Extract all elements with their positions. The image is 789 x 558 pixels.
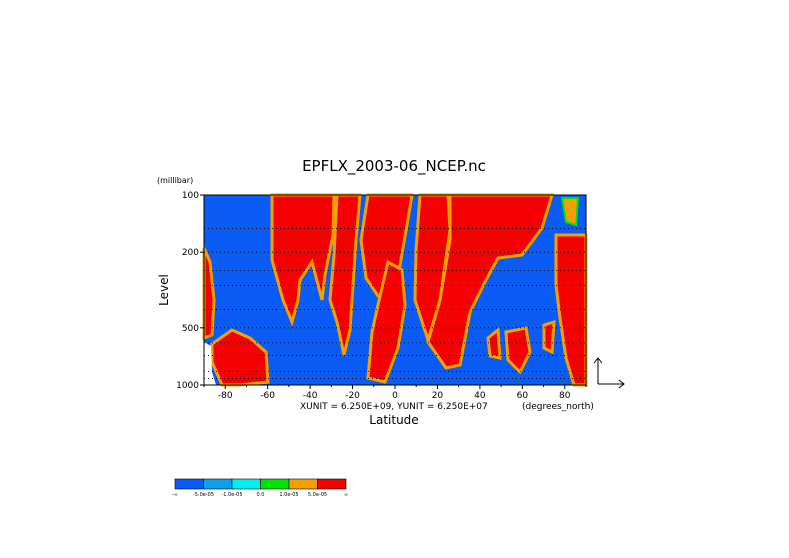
plot-area [202,193,588,387]
x-tick-label: -40 [303,391,318,401]
unit-note: XUNIT = 6.250E+09, YUNIT = 6.250E+07 [300,402,488,412]
legend-label: -1.0e-05 [222,492,243,498]
y-axis-label: Level [157,274,171,306]
x-tick-label: 0 [392,391,398,401]
legend-swatch [260,478,290,490]
legend-label: 1.0e-05 [279,492,298,498]
x-tick-label: 20 [432,391,444,401]
legend-label: -5.0e-05 [193,492,214,498]
legend-label: -∞ [172,492,178,498]
x-axis-label: Latitude [369,413,418,427]
legend-label: 0.0 [257,492,265,498]
field-region-red [366,259,407,384]
y-tick-label: 1000 [176,381,199,391]
field-regions [202,193,588,387]
y-units-label: (millibar) [157,176,193,185]
color-legend: -∞ -5.0e-05 -1.0e-05 0.0 1.0e-05 5.0e-05 ∞ [172,478,348,498]
field-region-white [204,342,216,385]
legend-swatch [231,478,261,490]
x-tick-label: 40 [474,391,486,401]
legend-label: ∞ [344,492,348,498]
legend-label: 5.0e-05 [308,492,327,498]
legend-swatch [203,478,233,490]
chart-title: EPFLX_2003-06_NCEP.nc [302,157,486,176]
legend-swatch [317,478,347,490]
field-region-orange [560,197,580,227]
field-region-red [426,193,555,370]
field-region-red [328,193,362,356]
legend-swatch [288,478,318,490]
legend-swatch [174,478,204,490]
field-region-red [504,326,532,375]
y-tick-label: 200 [182,248,199,258]
x-axis: -80 -60 -40 -20 0 20 40 60 80 [203,385,587,401]
vector-key-arrows-icon [593,357,625,389]
x-tick-label: 60 [517,391,529,401]
field-region-red [270,193,336,327]
field-region-red [542,319,556,355]
x-tick-label: 80 [559,391,571,401]
field-region-red [210,328,270,387]
x-tick-label: -20 [345,391,360,401]
field-region-red [486,327,502,360]
y-tick-label: 100 [182,191,199,201]
y-axis: 100 200 500 1000 [176,191,204,391]
x-tick-label: -60 [260,391,275,401]
x-units-label: (degrees_north) [522,402,594,412]
x-tick-label: -80 [218,391,233,401]
y-tick-label: 500 [182,324,199,334]
